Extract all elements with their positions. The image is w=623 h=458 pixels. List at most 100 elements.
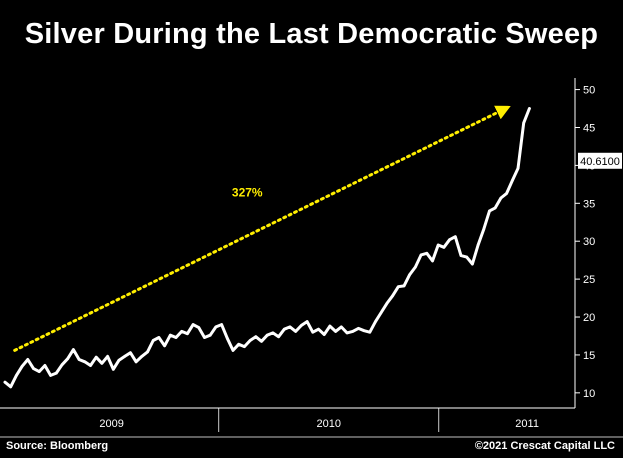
price-point xyxy=(465,255,469,259)
price-point xyxy=(317,327,320,331)
price-point xyxy=(9,385,12,389)
source-label: Source: Bloomberg xyxy=(6,440,109,452)
price-point xyxy=(459,254,463,257)
price-point xyxy=(431,259,434,263)
price-point xyxy=(283,327,286,331)
price-point xyxy=(454,235,457,238)
price-point xyxy=(368,330,372,334)
price-point xyxy=(516,167,520,170)
price-point xyxy=(169,333,172,337)
y-tick-label: 20 xyxy=(583,312,595,324)
annotation-layer: 327% xyxy=(13,105,511,352)
price-point xyxy=(340,325,343,329)
price-point xyxy=(300,324,303,327)
price-point xyxy=(397,285,400,289)
x-tick-label: 2010 xyxy=(317,418,341,430)
price-point xyxy=(123,355,126,358)
price-point xyxy=(49,374,52,377)
price-point xyxy=(288,325,292,329)
x-tick-label: 2011 xyxy=(515,418,539,430)
price-point xyxy=(140,355,144,358)
price-point xyxy=(260,340,263,343)
price-point xyxy=(493,206,497,210)
price-point xyxy=(214,325,218,329)
price-point xyxy=(436,243,440,247)
price-point xyxy=(305,320,309,323)
y-tick-label: 35 xyxy=(583,198,595,210)
price-point xyxy=(499,196,503,200)
price-point xyxy=(351,330,355,333)
price-point xyxy=(254,335,258,339)
price-point xyxy=(180,330,183,333)
price-point xyxy=(482,227,486,231)
chart-title: Silver During the Last Democratic Sweep xyxy=(24,18,599,50)
price-point xyxy=(151,339,155,342)
price-point xyxy=(374,320,377,323)
price-point xyxy=(322,333,326,336)
copyright-label: ©2021 Crescat Capital LLC xyxy=(474,440,615,452)
axes-layer: 101520253035404550200920102011 xyxy=(0,78,623,438)
price-point xyxy=(511,179,514,182)
price-point xyxy=(345,331,349,335)
label-layer: 40.6100 xyxy=(578,152,622,169)
series-layer xyxy=(3,107,531,389)
price-point xyxy=(43,364,47,367)
price-point xyxy=(488,209,491,213)
price-point xyxy=(15,374,18,377)
price-point xyxy=(294,330,298,333)
price-point xyxy=(203,336,206,339)
price-point xyxy=(117,358,121,362)
price-point xyxy=(226,337,229,340)
price-point xyxy=(476,243,480,247)
price-point xyxy=(60,363,64,367)
price-point xyxy=(442,246,446,249)
price-point xyxy=(146,350,149,354)
last-price-label: 40.6100 xyxy=(580,156,620,168)
price-point xyxy=(20,365,24,368)
growth-arrow xyxy=(13,105,511,352)
price-point xyxy=(408,273,412,276)
price-point xyxy=(522,121,525,125)
price-point xyxy=(357,327,360,330)
x-tick-label: 2009 xyxy=(99,418,123,430)
last-price-box xyxy=(578,152,622,169)
price-point xyxy=(243,345,246,348)
price-point xyxy=(3,380,7,384)
price-point xyxy=(471,262,474,266)
price-point xyxy=(55,371,58,375)
price-point xyxy=(83,360,87,364)
price-point xyxy=(100,362,104,365)
y-tick-label: 25 xyxy=(583,274,595,286)
price-point xyxy=(379,311,383,314)
price-point xyxy=(425,252,429,255)
price-point xyxy=(402,284,406,288)
price-point xyxy=(66,357,69,361)
price-point xyxy=(277,335,280,339)
y-tick-label: 45 xyxy=(583,122,595,134)
price-point xyxy=(106,355,109,358)
price-point xyxy=(26,358,30,361)
price-point xyxy=(186,332,189,336)
price-point xyxy=(231,349,235,352)
price-point xyxy=(134,360,138,364)
growth-label: 327% xyxy=(232,185,263,199)
price-point xyxy=(174,336,178,339)
price-point xyxy=(265,333,269,337)
price-point xyxy=(197,326,201,329)
y-tick-label: 15 xyxy=(583,350,595,362)
price-point xyxy=(362,329,366,333)
price-point xyxy=(328,324,332,328)
price-point xyxy=(129,351,132,355)
price-point xyxy=(334,330,337,333)
price-point xyxy=(32,367,35,370)
price-point xyxy=(237,343,240,346)
price-point xyxy=(208,333,212,337)
y-tick-label: 10 xyxy=(583,388,595,400)
price-point xyxy=(271,331,275,335)
price-point xyxy=(220,323,223,326)
price-point xyxy=(528,107,531,110)
price-point xyxy=(94,355,98,359)
price-point xyxy=(89,364,92,367)
price-point xyxy=(77,358,81,361)
price-point xyxy=(248,339,252,342)
